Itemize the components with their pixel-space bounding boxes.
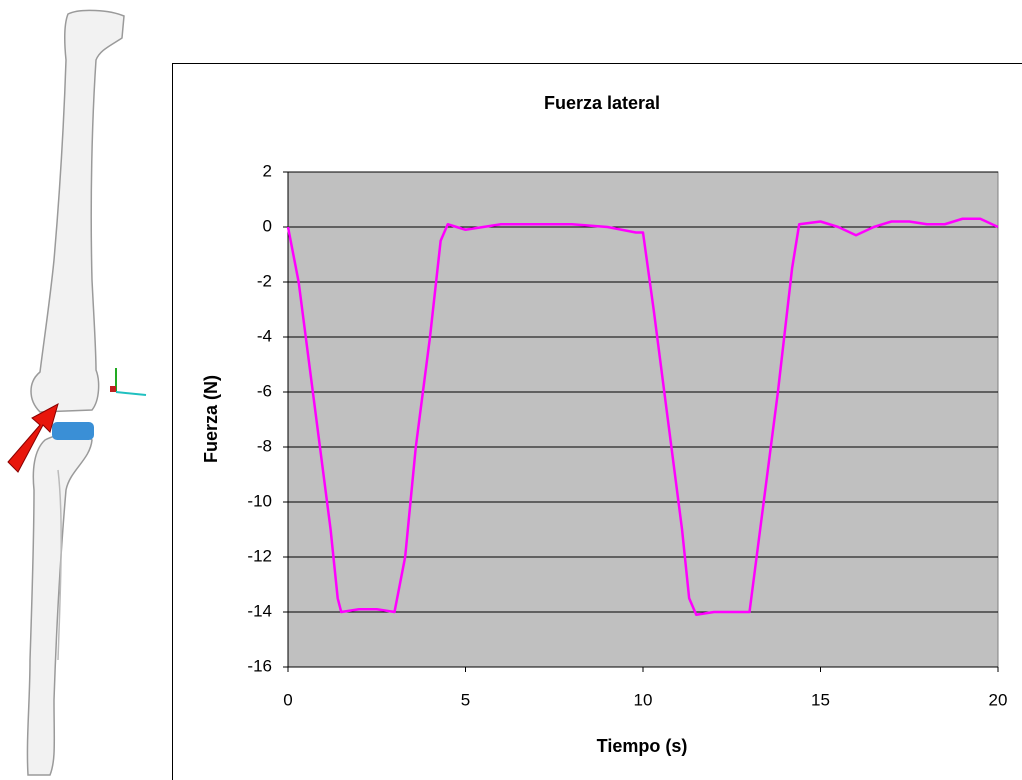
page: {"chart_data": {"type": "line", "title":…: [0, 0, 1022, 780]
x-tick-label: 5: [461, 690, 470, 709]
y-tick-label: -12: [247, 546, 272, 565]
y-tick-label: -2: [257, 271, 272, 290]
chart-title: Fuerza lateral: [544, 93, 660, 113]
y-tick-label: -14: [247, 601, 272, 620]
bone-illustration: [27, 10, 124, 775]
y-tick-label: -8: [257, 436, 272, 455]
x-axis-label: Tiempo (s): [597, 736, 688, 756]
y-axis-label: Fuerza (N): [201, 375, 221, 463]
y-tick-label: 2: [263, 161, 272, 180]
plot-area: [288, 172, 998, 667]
y-tick-label: -16: [247, 656, 272, 675]
axes-marker: [110, 368, 146, 395]
y-tick-label: -10: [247, 491, 272, 510]
figure: Fuerza lateral Tiempo (s) Fuerza (N) -16…: [0, 0, 1022, 780]
x-tick-label: 20: [989, 690, 1008, 709]
y-tick-label: -4: [257, 326, 272, 345]
knee-band: [52, 422, 94, 440]
y-tick-label: 0: [263, 216, 272, 235]
x-tick-label: 10: [634, 690, 653, 709]
x-tick-label: 0: [283, 690, 292, 709]
y-tick-label: -6: [257, 381, 272, 400]
x-tick-label: 15: [811, 690, 830, 709]
